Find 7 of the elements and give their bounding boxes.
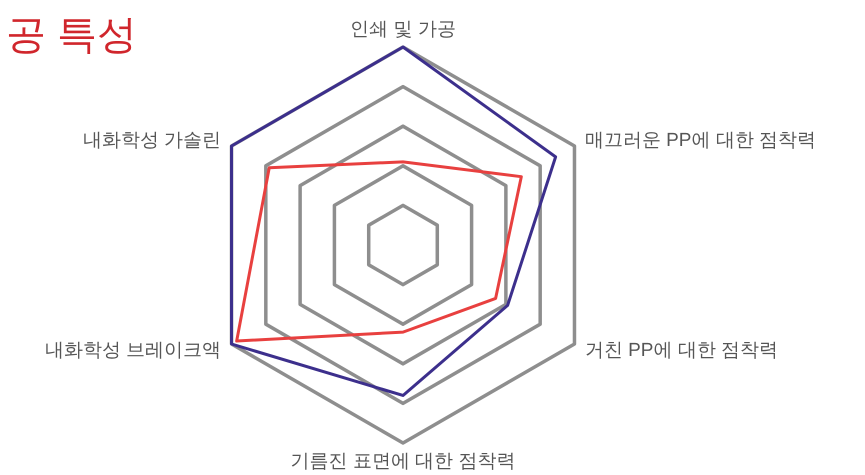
category-label: 내화학성 브레이크액: [44, 340, 222, 361]
category-label: 기름진 표면에 대한 점착력: [290, 451, 516, 472]
category-label: 내화학성 가솔린: [82, 130, 222, 151]
category-label: 거친 PP에 대한 점착력: [584, 340, 778, 361]
category-label: 매끄러운 PP에 대한 점착력: [584, 130, 816, 151]
category-label: 인쇄 및 가공: [350, 19, 456, 40]
title: 공 특성: [6, 13, 138, 57]
